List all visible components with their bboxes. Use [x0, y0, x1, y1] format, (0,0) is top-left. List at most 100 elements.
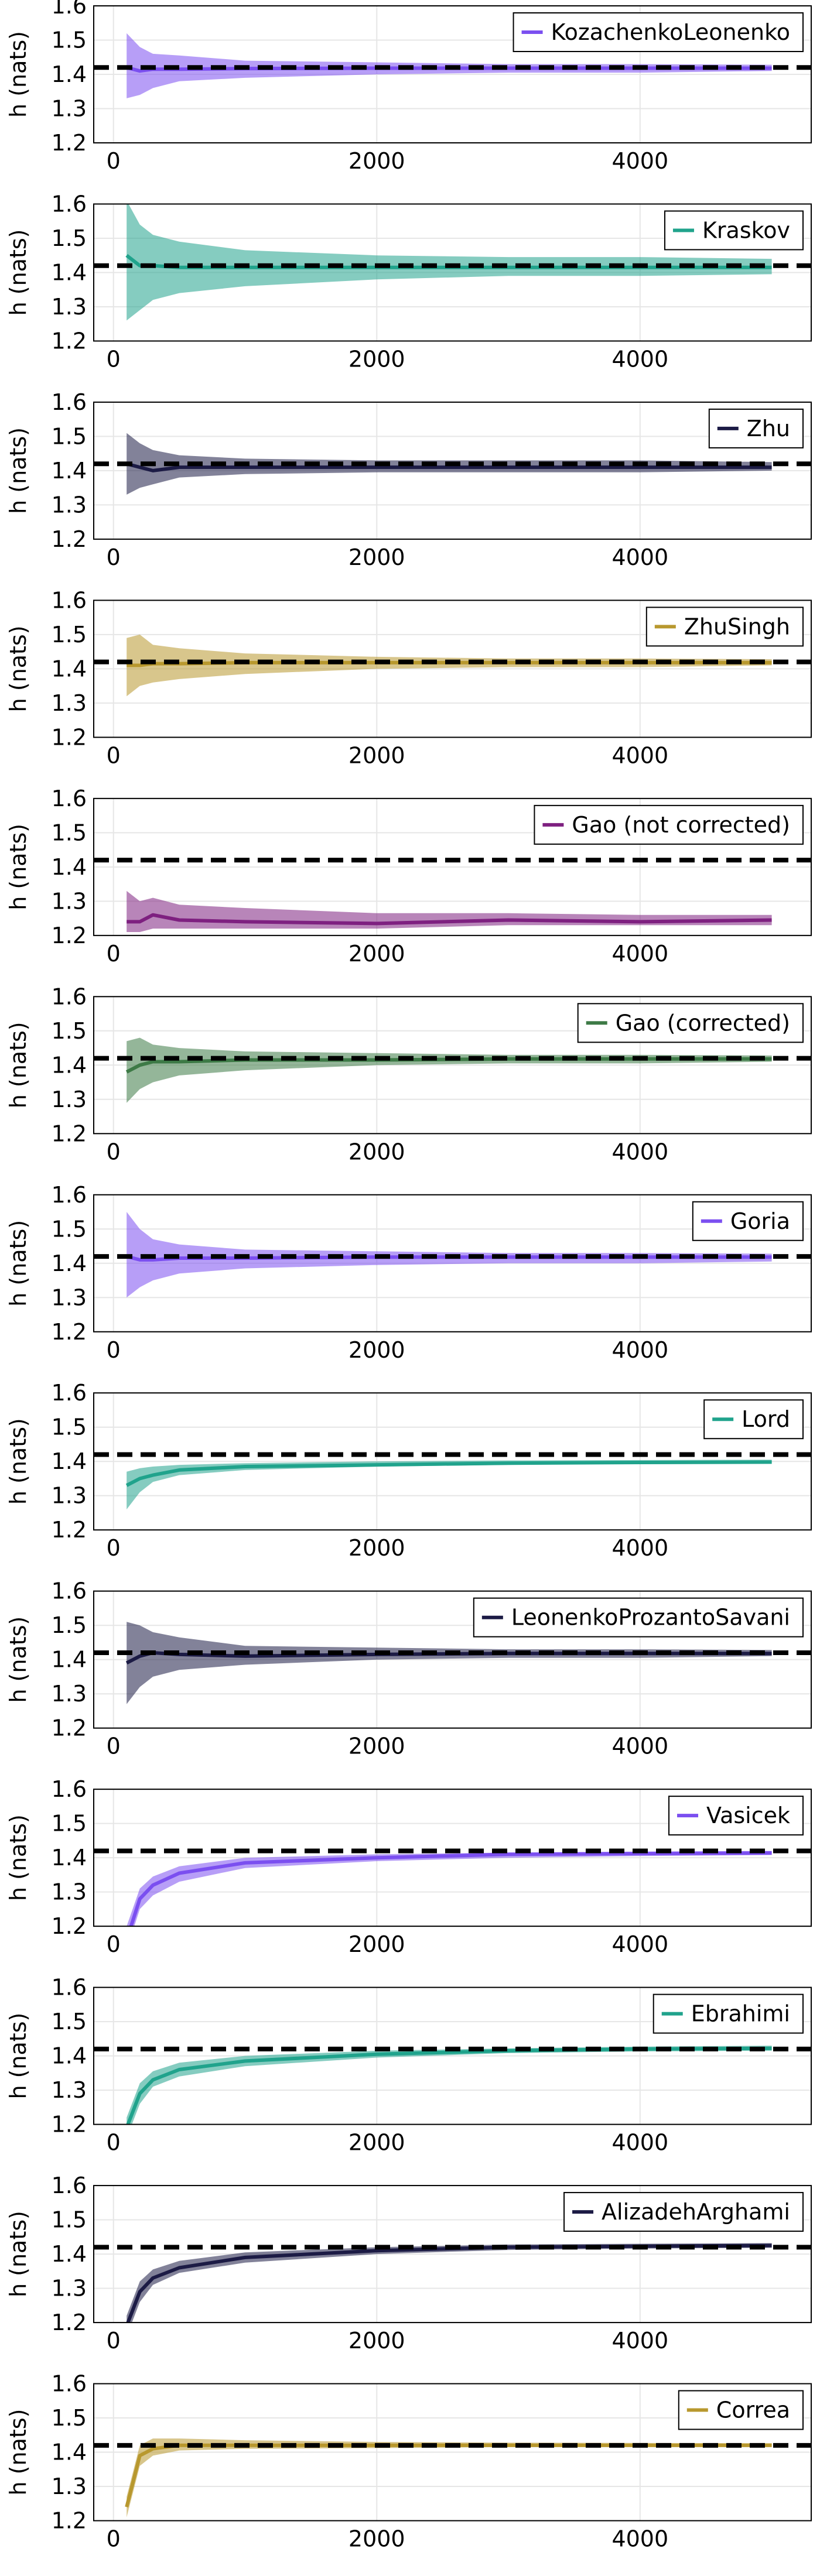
x-tick-label: 4000 — [611, 2328, 668, 2354]
legend-label: Kraskov — [702, 217, 790, 243]
y-axis-label: h (nats) — [5, 1022, 31, 1108]
plot-area — [127, 890, 772, 932]
plot-frame — [93, 2185, 812, 2324]
y-tick-label: 1.2 — [52, 130, 87, 156]
legend-box — [473, 1597, 804, 1638]
x-tick-label: 0 — [107, 1734, 121, 1759]
x-tick-label: 0 — [107, 1931, 121, 1957]
y-tick-label: 1.2 — [52, 2310, 87, 2335]
y-axis-label: h (nats) — [5, 427, 31, 514]
panel: 1.2 1.3 1.4 1.5 1.6 0 2000 4000 h (nats) Gao (not… — [5, 786, 812, 967]
y-axis-label: h (nats) — [5, 229, 31, 316]
x-tick-label: 4000 — [611, 2130, 668, 2156]
confidence-band — [127, 2438, 772, 2517]
y-tick-label: 1.2 — [52, 2112, 87, 2137]
y-tick-label: 1.5 — [52, 1216, 87, 1242]
plot-frame — [93, 600, 812, 738]
y-tick-label: 1.6 — [52, 1975, 87, 2000]
y-tick-label: 1.6 — [52, 587, 87, 613]
y-axis-label: h (nats) — [5, 625, 31, 712]
legend: Kraskov — [664, 210, 804, 251]
x-tick-label: 0 — [107, 2526, 121, 2552]
y-tick-label: 1.4 — [52, 1845, 87, 1871]
y-tick-label: 1.2 — [52, 1121, 87, 1146]
y-axis-label: h (nats) — [5, 824, 31, 910]
y-tick-label: 1.2 — [52, 1517, 87, 1543]
y-tick-label: 1.6 — [52, 2173, 87, 2198]
y-axis-label: h (nats) — [5, 2409, 31, 2496]
y-tick-label: 1.6 — [52, 389, 87, 415]
legend-label: AlizadehArghami — [602, 2199, 790, 2225]
legend-label: KozachenkoLeonenko — [551, 19, 790, 45]
x-tick-label: 2000 — [348, 544, 405, 570]
y-tick-label: 1.5 — [52, 2009, 87, 2034]
plot-frame — [93, 797, 812, 936]
legend-label: ZhuSingh — [684, 614, 790, 639]
plot-frame — [93, 1789, 812, 1927]
legend-box — [577, 1003, 804, 1043]
legend: Vasicek — [668, 1796, 804, 1836]
y-tick-label: 1.3 — [52, 690, 87, 716]
y-tick-label: 1.4 — [52, 854, 87, 880]
legend-box — [512, 12, 804, 52]
mean-line — [129, 1851, 772, 1927]
y-axis-label: h (nats) — [5, 1418, 31, 1505]
legend-label: Ebrahimi — [691, 2001, 790, 2027]
x-tick-label: 4000 — [611, 941, 668, 967]
legend: ZhuSingh — [645, 607, 804, 647]
legend-label: Gao (corrected) — [616, 1010, 790, 1036]
legend-label: Vasicek — [706, 1803, 790, 1828]
plot-frame — [93, 2383, 812, 2522]
plot-area — [125, 1460, 772, 1510]
x-tick-label: 2000 — [348, 2526, 405, 2552]
x-tick-label: 4000 — [611, 1139, 668, 1164]
panel: 1.2 1.3 1.4 1.5 1.6 0 2000 4000 h (nats) Gao (cor… — [5, 984, 812, 1164]
y-tick-label: 1.2 — [52, 526, 87, 552]
y-tick-label: 1.2 — [52, 923, 87, 948]
y-tick-label: 1.4 — [52, 1052, 87, 1078]
y-tick-label: 1.2 — [52, 724, 87, 750]
legend: Gao (not corrected) — [534, 804, 804, 845]
legend-box — [563, 2192, 804, 2232]
x-tick-label: 0 — [107, 2328, 121, 2354]
y-axis-label: h (nats) — [5, 1616, 31, 1703]
x-tick-label: 0 — [107, 1535, 121, 1561]
x-tick-label: 4000 — [611, 1931, 668, 1957]
x-tick-label: 2000 — [348, 1931, 405, 1957]
y-tick-label: 1.4 — [52, 1251, 87, 1276]
y-axis-label: h (nats) — [5, 2211, 31, 2297]
x-tick-label: 0 — [107, 2130, 121, 2156]
y-tick-label: 1.2 — [52, 1913, 87, 1939]
confidence-band — [127, 1460, 772, 1510]
x-tick-label: 2000 — [348, 1139, 405, 1164]
y-tick-label: 1.5 — [52, 1018, 87, 1044]
x-tick-label: 4000 — [611, 1535, 668, 1561]
legend-label: Gao (not corrected) — [572, 812, 790, 838]
legend-label: Goria — [730, 1208, 790, 1234]
mean-line — [126, 462, 772, 472]
y-tick-label: 1.2 — [52, 328, 87, 354]
x-tick-label: 2000 — [348, 148, 405, 174]
x-tick-label: 4000 — [611, 544, 668, 570]
y-axis-label: h (nats) — [5, 2013, 31, 2099]
y-axis-label: h (nats) — [5, 1220, 31, 1307]
y-tick-label: 1.3 — [52, 2276, 87, 2301]
y-axis-label: h (nats) — [5, 1814, 31, 1901]
plot-area — [127, 1851, 772, 1927]
panel: 1.2 1.3 1.4 1.5 1.6 0 2000 4000 h (nats) Kozachen… — [5, 0, 812, 174]
confidence-band — [127, 634, 772, 697]
y-tick-label: 1.3 — [52, 96, 87, 122]
y-tick-label: 1.6 — [52, 1380, 87, 1406]
y-tick-label: 1.5 — [52, 1811, 87, 1837]
x-tick-label: 0 — [107, 346, 121, 372]
x-tick-label: 4000 — [611, 1337, 668, 1363]
confidence-band — [127, 1037, 772, 1103]
x-tick-label: 2000 — [348, 2328, 405, 2354]
x-tick-label: 2000 — [348, 2130, 405, 2156]
y-tick-label: 1.5 — [52, 2207, 87, 2233]
y-tick-label: 1.5 — [52, 820, 87, 845]
y-tick-label: 1.2 — [52, 2508, 87, 2534]
x-tick-label: 4000 — [611, 148, 668, 174]
x-tick-label: 0 — [107, 1139, 121, 1164]
mean-line — [125, 1460, 772, 1487]
